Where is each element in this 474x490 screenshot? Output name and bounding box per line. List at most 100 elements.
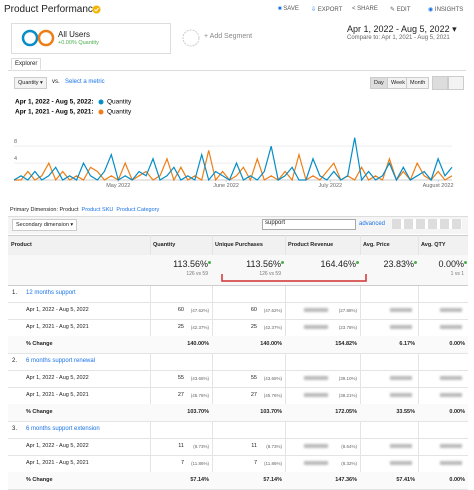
share-label: SHARE bbox=[357, 6, 378, 12]
save-button[interactable]: ■ SAVE bbox=[278, 6, 299, 12]
redacted bbox=[440, 444, 462, 448]
add-segment-icon bbox=[182, 29, 200, 47]
compare-range: Apr 1, 2021 - Aug 5, 2021 bbox=[381, 35, 450, 41]
y-tick-label: 8 bbox=[14, 139, 17, 145]
legend-swatch bbox=[98, 109, 104, 115]
row-label: Apr 1, 2021 - Aug 5, 2021 bbox=[26, 392, 89, 398]
cell-pct: (45.76%) bbox=[190, 393, 209, 398]
cell-value: 0.00% bbox=[449, 477, 465, 483]
cell-value: 11 bbox=[251, 443, 257, 449]
redacted bbox=[390, 308, 412, 312]
cell-value: 140.00% bbox=[187, 341, 209, 347]
chart-type-button[interactable] bbox=[448, 76, 464, 90]
redacted bbox=[390, 461, 412, 465]
column-header[interactable]: Quantity bbox=[153, 242, 176, 248]
cell-value: 27 bbox=[177, 392, 184, 398]
cell-pct: (38.21%) bbox=[338, 393, 357, 398]
month-button[interactable]: Month bbox=[406, 77, 430, 89]
group-index: 2. bbox=[12, 358, 18, 364]
column-header[interactable]: Avg. Price bbox=[363, 242, 390, 248]
column-divider bbox=[150, 235, 151, 479]
redacted bbox=[304, 444, 328, 448]
day-button[interactable]: Day bbox=[370, 77, 388, 89]
redacted bbox=[440, 325, 462, 329]
cell-pct: (47.62%) bbox=[263, 308, 282, 313]
total-dot bbox=[281, 261, 284, 264]
cell-value: 25 bbox=[177, 324, 184, 330]
cell-pct: (11.86%) bbox=[191, 461, 209, 466]
date-range[interactable]: Apr 1, 2022 - Aug 5, 2022 ▾ bbox=[347, 24, 457, 34]
cell-value: 11 bbox=[178, 443, 184, 449]
share-button[interactable]: < SHARE bbox=[352, 6, 378, 12]
redacted bbox=[390, 444, 412, 448]
column-header[interactable]: Product bbox=[11, 242, 32, 248]
dimension-product[interactable]: Product bbox=[59, 207, 79, 213]
secondary-dimension[interactable]: Secondary dimension ▾ bbox=[12, 219, 78, 231]
vs-label: vs. bbox=[52, 79, 60, 85]
redacted bbox=[304, 393, 328, 397]
x-tick-label: July 2022 bbox=[319, 183, 343, 189]
cell-pct: (42.37%) bbox=[190, 325, 209, 330]
explorer-tab[interactable]: Explorer bbox=[11, 58, 42, 70]
row-label: Apr 1, 2022 - Aug 5, 2022 bbox=[26, 307, 89, 313]
redacted bbox=[304, 461, 328, 465]
cell-value: 103.70% bbox=[260, 409, 282, 415]
edit-button[interactable]: ✎ EDIT bbox=[390, 7, 411, 13]
cell-value: 33.55% bbox=[396, 409, 415, 415]
column-divider bbox=[360, 235, 361, 479]
date-range-text: Apr 1, 2022 - Aug 5, 2022 bbox=[347, 24, 450, 34]
cell-value: 172.05% bbox=[335, 409, 357, 415]
cell-pct: (11.86%) bbox=[264, 461, 282, 466]
column-header[interactable]: Product Revenue bbox=[288, 242, 334, 248]
advanced-link[interactable]: advanced bbox=[359, 221, 386, 227]
series-line bbox=[13, 137, 453, 182]
total-dot bbox=[208, 261, 211, 264]
segment-icon bbox=[21, 29, 55, 47]
group-name[interactable]: 6 months support renewal bbox=[26, 358, 96, 364]
primary-dimension-label: Primary Dimension: bbox=[10, 207, 58, 213]
x-tick-label: August 2022 bbox=[423, 183, 454, 189]
segment-name: All Users bbox=[58, 30, 91, 39]
cell-value: 60 bbox=[177, 307, 184, 313]
column-header[interactable]: Avg. QTY bbox=[421, 242, 446, 248]
redacted bbox=[390, 325, 412, 329]
cell-value: 57.14% bbox=[263, 477, 282, 483]
cell-value: 103.70% bbox=[187, 409, 209, 415]
dimension-category[interactable]: Product Category bbox=[116, 207, 160, 213]
secondary-dimension-label: Secondary dimension bbox=[16, 222, 69, 228]
chart-type-button[interactable] bbox=[432, 76, 448, 90]
row bbox=[8, 302, 468, 320]
redacted bbox=[440, 308, 462, 312]
add-segment[interactable]: + Add Segment bbox=[204, 33, 253, 40]
export-button[interactable]: ⇩ EXPORT bbox=[311, 7, 343, 13]
cell-pct: (27.88%) bbox=[338, 308, 357, 313]
column-divider bbox=[285, 235, 286, 479]
cell-value: 57.14% bbox=[190, 477, 209, 483]
metric-label: Quantity bbox=[18, 80, 39, 86]
total-value: 0.00% bbox=[438, 259, 464, 269]
cell-pct: (47.62%) bbox=[190, 308, 209, 313]
row bbox=[8, 370, 468, 388]
total-sub: 126 vs 59 bbox=[186, 271, 208, 277]
row bbox=[8, 404, 468, 422]
insights-button[interactable]: ◉ INSIGHTS bbox=[428, 7, 464, 13]
total-value: 113.56% bbox=[173, 259, 208, 269]
redacted bbox=[390, 376, 412, 380]
column-header[interactable]: Unique Purchases bbox=[215, 242, 263, 248]
search-box[interactable]: support bbox=[262, 219, 356, 230]
legend-label: Quantity bbox=[107, 109, 132, 116]
tab-rule bbox=[8, 70, 466, 71]
cell-pct: (8.32%) bbox=[341, 461, 357, 466]
row-label: Apr 1, 2021 - Aug 5, 2021 bbox=[26, 460, 89, 466]
view-buttons[interactable] bbox=[392, 219, 462, 229]
legend-period: Apr 1, 2021 - Aug 5, 2021: bbox=[15, 109, 94, 116]
group-name[interactable]: 12 months support bbox=[26, 290, 76, 296]
cell-value: 6.17% bbox=[399, 341, 415, 347]
dimension-sku[interactable]: Product SKU bbox=[81, 207, 114, 213]
select-metric[interactable]: Select a metric bbox=[65, 79, 105, 85]
segment-box[interactable] bbox=[11, 23, 171, 54]
week-button[interactable]: Week bbox=[387, 77, 409, 89]
group-name[interactable]: 6 months support extension bbox=[26, 426, 100, 432]
annotation bbox=[221, 274, 367, 282]
metric-select[interactable]: Quantity ▾ bbox=[14, 77, 47, 89]
